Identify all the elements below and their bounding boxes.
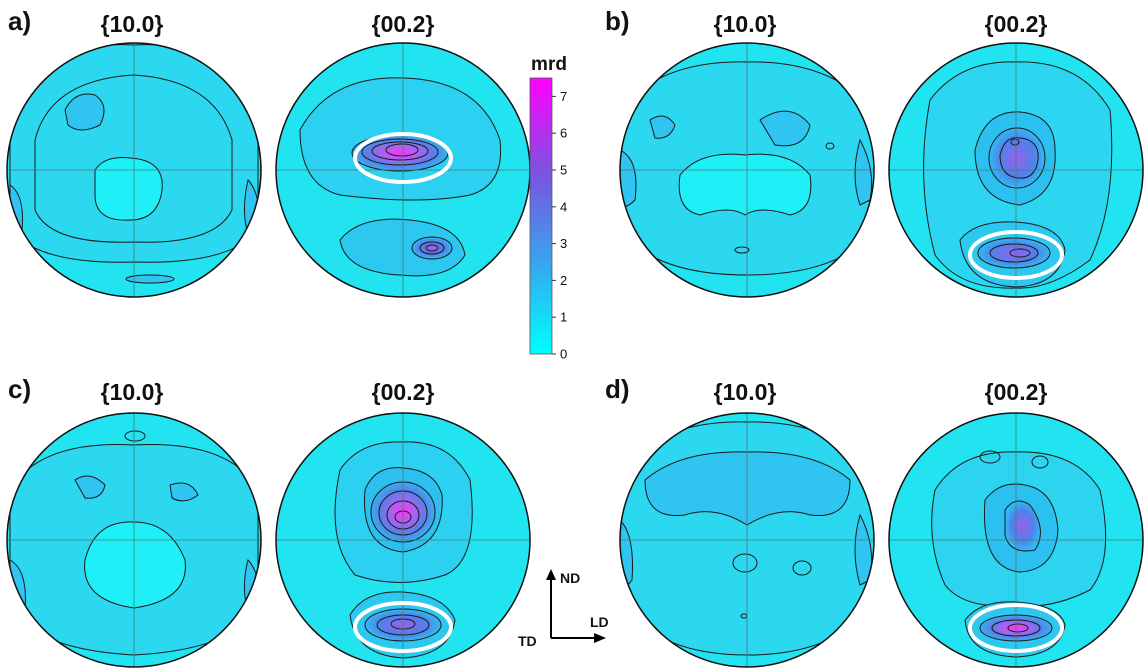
colorbar: mrd 0 1 2 3 4 5 6 7 [529,54,567,362]
axis-label-up: ND [560,570,580,586]
highlight-ellipse [353,132,453,184]
colorbar-tick-label: 7 [560,89,567,104]
pole-title-10-0: {10.0} [101,11,164,37]
colorbar-tick-label: 5 [560,163,567,178]
pole-title-10-0: {10.0} [714,379,777,405]
highlight-ellipse [968,603,1064,653]
pole-figure-10-0 [6,42,262,298]
colorbar-tick-label: 6 [560,126,567,141]
pole-title-10-0: {10.0} [714,11,777,37]
pole-title-00-2: {00.2} [372,379,435,405]
pole-figure-10-0 [619,42,875,298]
pole-figure-00-2 [888,42,1144,298]
pole-title-00-2: {00.2} [372,11,435,37]
pole-figure-00-2 [888,412,1144,668]
panel-letter: b) [605,6,630,36]
pole-title-00-2: {00.2} [985,11,1048,37]
panel-letter: d) [605,374,630,404]
pole-figure-00-2 [275,412,531,668]
colorbar-tick-label: 0 [560,347,567,362]
pole-figure-10-0 [6,412,262,668]
axis-label-right: LD [590,614,609,630]
pole-figure-00-2 [275,42,531,298]
colorbar-tick-label: 4 [560,199,567,214]
pole-title-00-2: {00.2} [985,379,1048,405]
colorbar-tick-label: 2 [560,273,567,288]
colorbar-tick-label: 3 [560,236,567,251]
panel-c: c) {10.0} {00.2} [6,374,531,668]
colorbar-tick-label: 1 [560,310,567,325]
panel-d: d) {10.0} {00.2} [605,374,1144,668]
highlight-ellipse [968,230,1064,280]
panel-b: b) {10.0} {00.2} [605,6,1144,298]
pole-figure-10-0 [619,412,875,668]
colorbar-gradient [529,77,553,355]
colorbar-ticks: 0 1 2 3 4 5 6 7 [552,89,567,362]
pole-title-10-0: {10.0} [101,379,164,405]
panel-letter: c) [8,374,31,404]
highlight-ellipse [353,601,453,653]
axis-label-left: TD [518,633,537,649]
colorbar-title: mrd [531,54,567,75]
axes-indicator [546,569,606,643]
panel-letter: a) [8,6,31,36]
panel-a: a) {10.0} {00.2} [6,6,531,298]
